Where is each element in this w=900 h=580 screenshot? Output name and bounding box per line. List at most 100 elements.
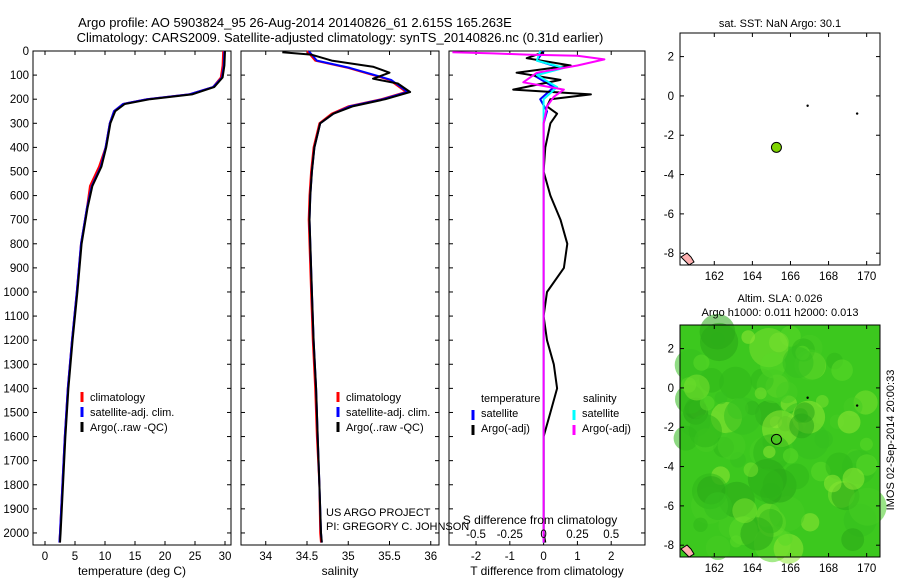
legend-label: Argo(-adj) [582, 423, 631, 435]
x-tick-label: 25 [189, 551, 202, 563]
series-line [452, 51, 606, 543]
legend-difference-temperature: temperature satellite Argo(-adj) [471, 393, 540, 435]
salinity-panel-frame [240, 50, 440, 546]
lat-tick-label: 2 [668, 344, 674, 356]
sla-cell [856, 454, 878, 476]
sla-cell [837, 410, 861, 434]
x-axis-label: temperature (deg C) [78, 564, 186, 578]
depth-tick-label: 1600 [3, 432, 29, 444]
sla-map-title-line2: Argo h1000: 0.011 h2000: 0.013 [702, 307, 859, 319]
sst-map-title: sat. SST: NaN Argo: 30.1 [719, 18, 841, 30]
sst-map: 2 0 -2 -4 -6 -8 162 164 166 168 170 [664, 32, 881, 283]
depth-tick-label: 1000 [3, 287, 29, 299]
sla-cell [859, 437, 873, 451]
x-tick-label: -1 [505, 551, 515, 563]
argo-float-marker [770, 433, 782, 445]
legend-label: Argo(-adj) [481, 423, 530, 435]
credit-line2: PI: GREGORY C. JOHNSON [326, 521, 469, 533]
sla-cell [699, 313, 736, 350]
sla-cell [704, 492, 732, 521]
salinity-panel: 34 34.5 35 35.5 36 salinity [240, 50, 440, 578]
depth-tick-label: 1400 [3, 383, 29, 395]
lat-tick-label: -6 [664, 209, 674, 221]
sla-cell [732, 498, 758, 524]
x-tick-label: 5 [72, 551, 78, 563]
difference-extras: -0.5 -0.25 0 0.25 0.5 S difference from clima… [463, 393, 631, 541]
sla-cell [815, 395, 829, 408]
depth-tick-label: 900 [10, 263, 29, 275]
legend-label: satellite [481, 408, 518, 420]
lon-tick-label: 164 [743, 563, 763, 575]
sla-cell [842, 467, 865, 490]
depth-tick-label: 1900 [3, 504, 29, 516]
lat-tick-label: -2 [664, 422, 674, 434]
sla-cell [789, 413, 815, 439]
lon-tick-label: 170 [857, 271, 876, 283]
lat-tick-label: -6 [664, 501, 674, 513]
sla-map: 2 0 -2 -4 -6 -8 162 164 166 168 170 [664, 313, 887, 575]
x-tick-label: 20 [159, 551, 172, 563]
x-tick-label: 35 [342, 551, 355, 563]
x-tick-label: 30 [219, 551, 232, 563]
sla-map-title-line1: Altim. SLA: 0.026 [738, 293, 823, 305]
figure-title-line1: Argo profile: AO 5903824_95 26-Aug-2014 … [78, 15, 512, 30]
sla-cell [749, 468, 784, 502]
sla-cell [782, 448, 799, 464]
s-tick-label: 0.25 [566, 529, 588, 541]
lon-tick-label: 168 [819, 563, 838, 575]
sla-cell [693, 517, 708, 532]
x-axis-label: salinity [322, 564, 359, 578]
s-tick-label: -0.5 [466, 529, 486, 541]
sla-cell [823, 474, 842, 493]
lat-tick-label: -8 [664, 248, 674, 260]
difference-panel: -2 -1 0 1 2T difference from climatology [448, 50, 646, 578]
depth-tick-label: 1800 [3, 480, 29, 492]
data-dot [806, 396, 809, 399]
lat-tick-label: -8 [664, 540, 674, 552]
depth-tick-label: 300 [10, 118, 29, 130]
legend-difference-salinity: salinity satellite Argo(-adj) [572, 393, 631, 435]
depth-tick-label: 1700 [3, 456, 29, 468]
sla-cell [705, 535, 731, 560]
x-tick-label: 34.5 [296, 551, 318, 563]
argo-float-marker [770, 141, 782, 153]
sla-cell [688, 414, 723, 448]
depth-tick-label: 1500 [3, 407, 29, 419]
data-dot [855, 112, 859, 115]
data-dot [855, 404, 859, 407]
depth-tick-label: 100 [10, 70, 29, 82]
lat-tick-label: 0 [668, 91, 674, 103]
depth-tick-label: 700 [10, 215, 29, 227]
map-border [679, 324, 881, 558]
lat-tick-label: -4 [664, 462, 675, 474]
sla-cell [831, 359, 853, 382]
land-shape [680, 544, 695, 558]
lon-tick-label: 162 [705, 271, 724, 283]
figure-title-line2: Climatology: CARS2009. Satellite-adjuste… [77, 30, 604, 45]
sla-cell [778, 531, 793, 546]
sla-cell [848, 487, 887, 526]
sla-cell [699, 395, 715, 411]
sla-cell [743, 462, 759, 478]
temperature-panel-frame [32, 50, 232, 546]
x-tick-label: 10 [99, 551, 112, 563]
legend-heading: salinity [583, 393, 617, 405]
sla-cell [724, 397, 762, 435]
land-shape [680, 252, 695, 266]
s-tick-label: 0 [540, 529, 546, 541]
depth-tick-label: 0 [23, 46, 29, 58]
sla-cell [814, 430, 833, 449]
legend-salinity: climatology satellite-adj. clim. Argo(..ra… [336, 392, 430, 434]
lat-tick-label: 2 [668, 52, 674, 64]
s-tick-label: -0.25 [497, 529, 523, 541]
depth-tick-label: 800 [10, 239, 29, 251]
lat-tick-label: -2 [664, 130, 674, 142]
legend-label: climatology [346, 392, 402, 404]
x-tick-label: 0 [540, 551, 546, 563]
depth-tick-label: 600 [10, 191, 29, 203]
lon-tick-label: 166 [781, 563, 800, 575]
x-tick-label: 1 [574, 551, 580, 563]
data-dot [806, 104, 809, 107]
depth-tick-label: 1300 [3, 359, 29, 371]
